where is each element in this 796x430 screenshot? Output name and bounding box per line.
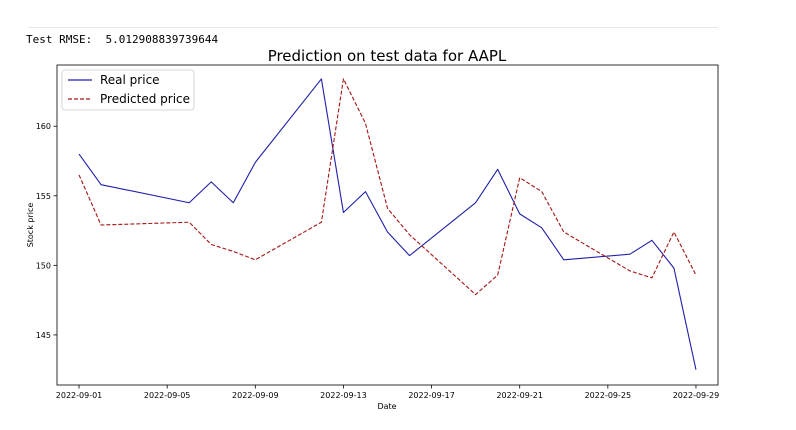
x-tick-label: 2022-09-21 <box>496 391 543 400</box>
legend-box <box>61 69 195 111</box>
legend-label-real: Real price <box>100 73 160 87</box>
x-tick-label: 2022-09-09 <box>232 391 279 400</box>
y-tick-label: 150 <box>36 261 51 270</box>
real-price-line <box>78 78 697 370</box>
chart-title: Prediction on test data for AAPL <box>268 47 507 65</box>
y-tick-label: 145 <box>36 331 51 340</box>
y-tick-label: 155 <box>36 192 51 201</box>
y-tick-label: 160 <box>36 122 51 131</box>
plot-area: 2022-09-01 2022-09-05 2022-09-09 2022-09-13… <box>36 78 720 400</box>
x-axis-label: Date <box>377 402 396 411</box>
predicted-price-line <box>78 78 697 296</box>
x-tick-label: 2022-09-05 <box>144 391 191 400</box>
output-divider <box>28 27 718 28</box>
x-tick-label: 2022-09-29 <box>673 391 720 400</box>
legend: Real price Predicted price <box>61 69 195 111</box>
x-tick-label: 2022-09-01 <box>56 391 103 400</box>
x-tick-label: 2022-09-13 <box>320 391 367 400</box>
x-tick-label: 2022-09-25 <box>585 391 632 400</box>
rmse-value: 5.012908839739644 <box>105 33 219 46</box>
rmse-output: Test RMSE: 5.012908839739644 <box>26 33 218 46</box>
legend-label-predicted: Predicted price <box>100 92 190 106</box>
rmse-label: Test RMSE: <box>26 33 93 46</box>
x-tick-label: 2022-09-17 <box>408 391 455 400</box>
y-axis-label: Stock price <box>26 203 35 248</box>
plot-frame <box>56 64 719 386</box>
